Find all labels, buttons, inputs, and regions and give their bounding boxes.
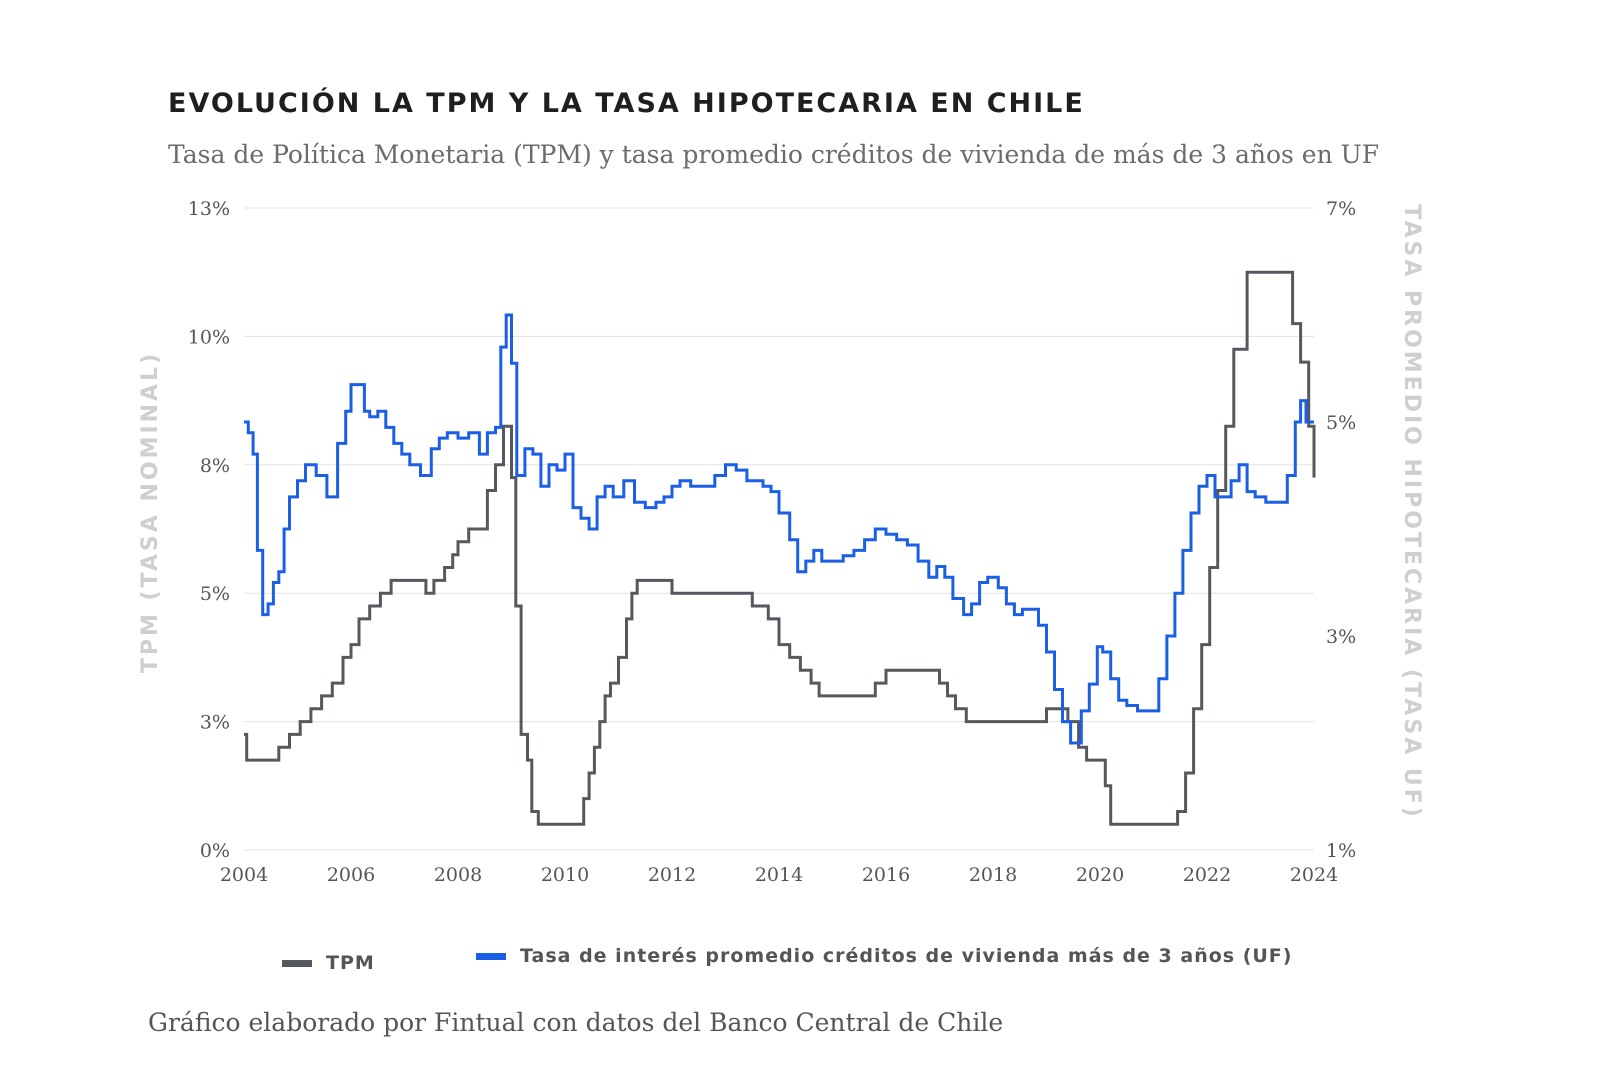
chart-title: EVOLUCIÓN LA TPM Y LA TASA HIPOTECARIA E… xyxy=(168,88,1085,119)
y-right-tick-label: 1% xyxy=(1326,840,1356,862)
chart-caption: Gráfico elaborado por Fintual con datos … xyxy=(148,1008,1004,1037)
legend-swatch-tpm xyxy=(282,959,312,967)
x-tick-label: 2006 xyxy=(327,864,375,886)
x-tick-label: 2010 xyxy=(541,864,589,886)
legend-item-tpm: TPM xyxy=(282,952,375,974)
y-axis-left-title: TPM (TASA NOMINAL) xyxy=(138,351,163,673)
x-tick-label: 2008 xyxy=(434,864,482,886)
series-line-tpm xyxy=(244,270,1316,826)
x-tick-label: 2018 xyxy=(969,864,1017,886)
x-tick-label: 2016 xyxy=(862,864,910,886)
y-left-tick-label: 10% xyxy=(188,326,230,348)
y-right-tick-label: 7% xyxy=(1326,198,1356,220)
legend-item-mortgage: Tasa de interés promedio créditos de viv… xyxy=(476,945,1292,967)
x-tick-label: 2012 xyxy=(648,864,696,886)
y-left-tick-label: 13% xyxy=(188,198,230,220)
x-tick-label: 2022 xyxy=(1183,864,1231,886)
x-tick-label: 2024 xyxy=(1290,864,1338,886)
chart-subtitle: Tasa de Política Monetaria (TPM) y tasa … xyxy=(168,140,1380,169)
y-left-tick-label: 0% xyxy=(200,840,230,862)
legend-label-tpm: TPM xyxy=(326,952,375,974)
x-tick-label: 2014 xyxy=(755,864,803,886)
y-left-tick-label: 3% xyxy=(200,712,230,734)
x-tick-label: 2004 xyxy=(220,864,268,886)
y-axis-right-title: TASA PROMEDIO HIPOTECARIA (TASA UF) xyxy=(1399,204,1424,820)
y-right-tick-label: 5% xyxy=(1326,412,1356,434)
series-line-mortgage-rate xyxy=(244,313,1314,745)
x-tick-label: 2020 xyxy=(1076,864,1124,886)
legend-label-mortgage: Tasa de interés promedio créditos de viv… xyxy=(520,945,1293,967)
legend-swatch-mortgage xyxy=(476,952,506,960)
y-left-tick-label: 8% xyxy=(200,455,230,477)
y-right-tick-label: 3% xyxy=(1326,626,1356,648)
y-left-tick-label: 5% xyxy=(200,583,230,605)
